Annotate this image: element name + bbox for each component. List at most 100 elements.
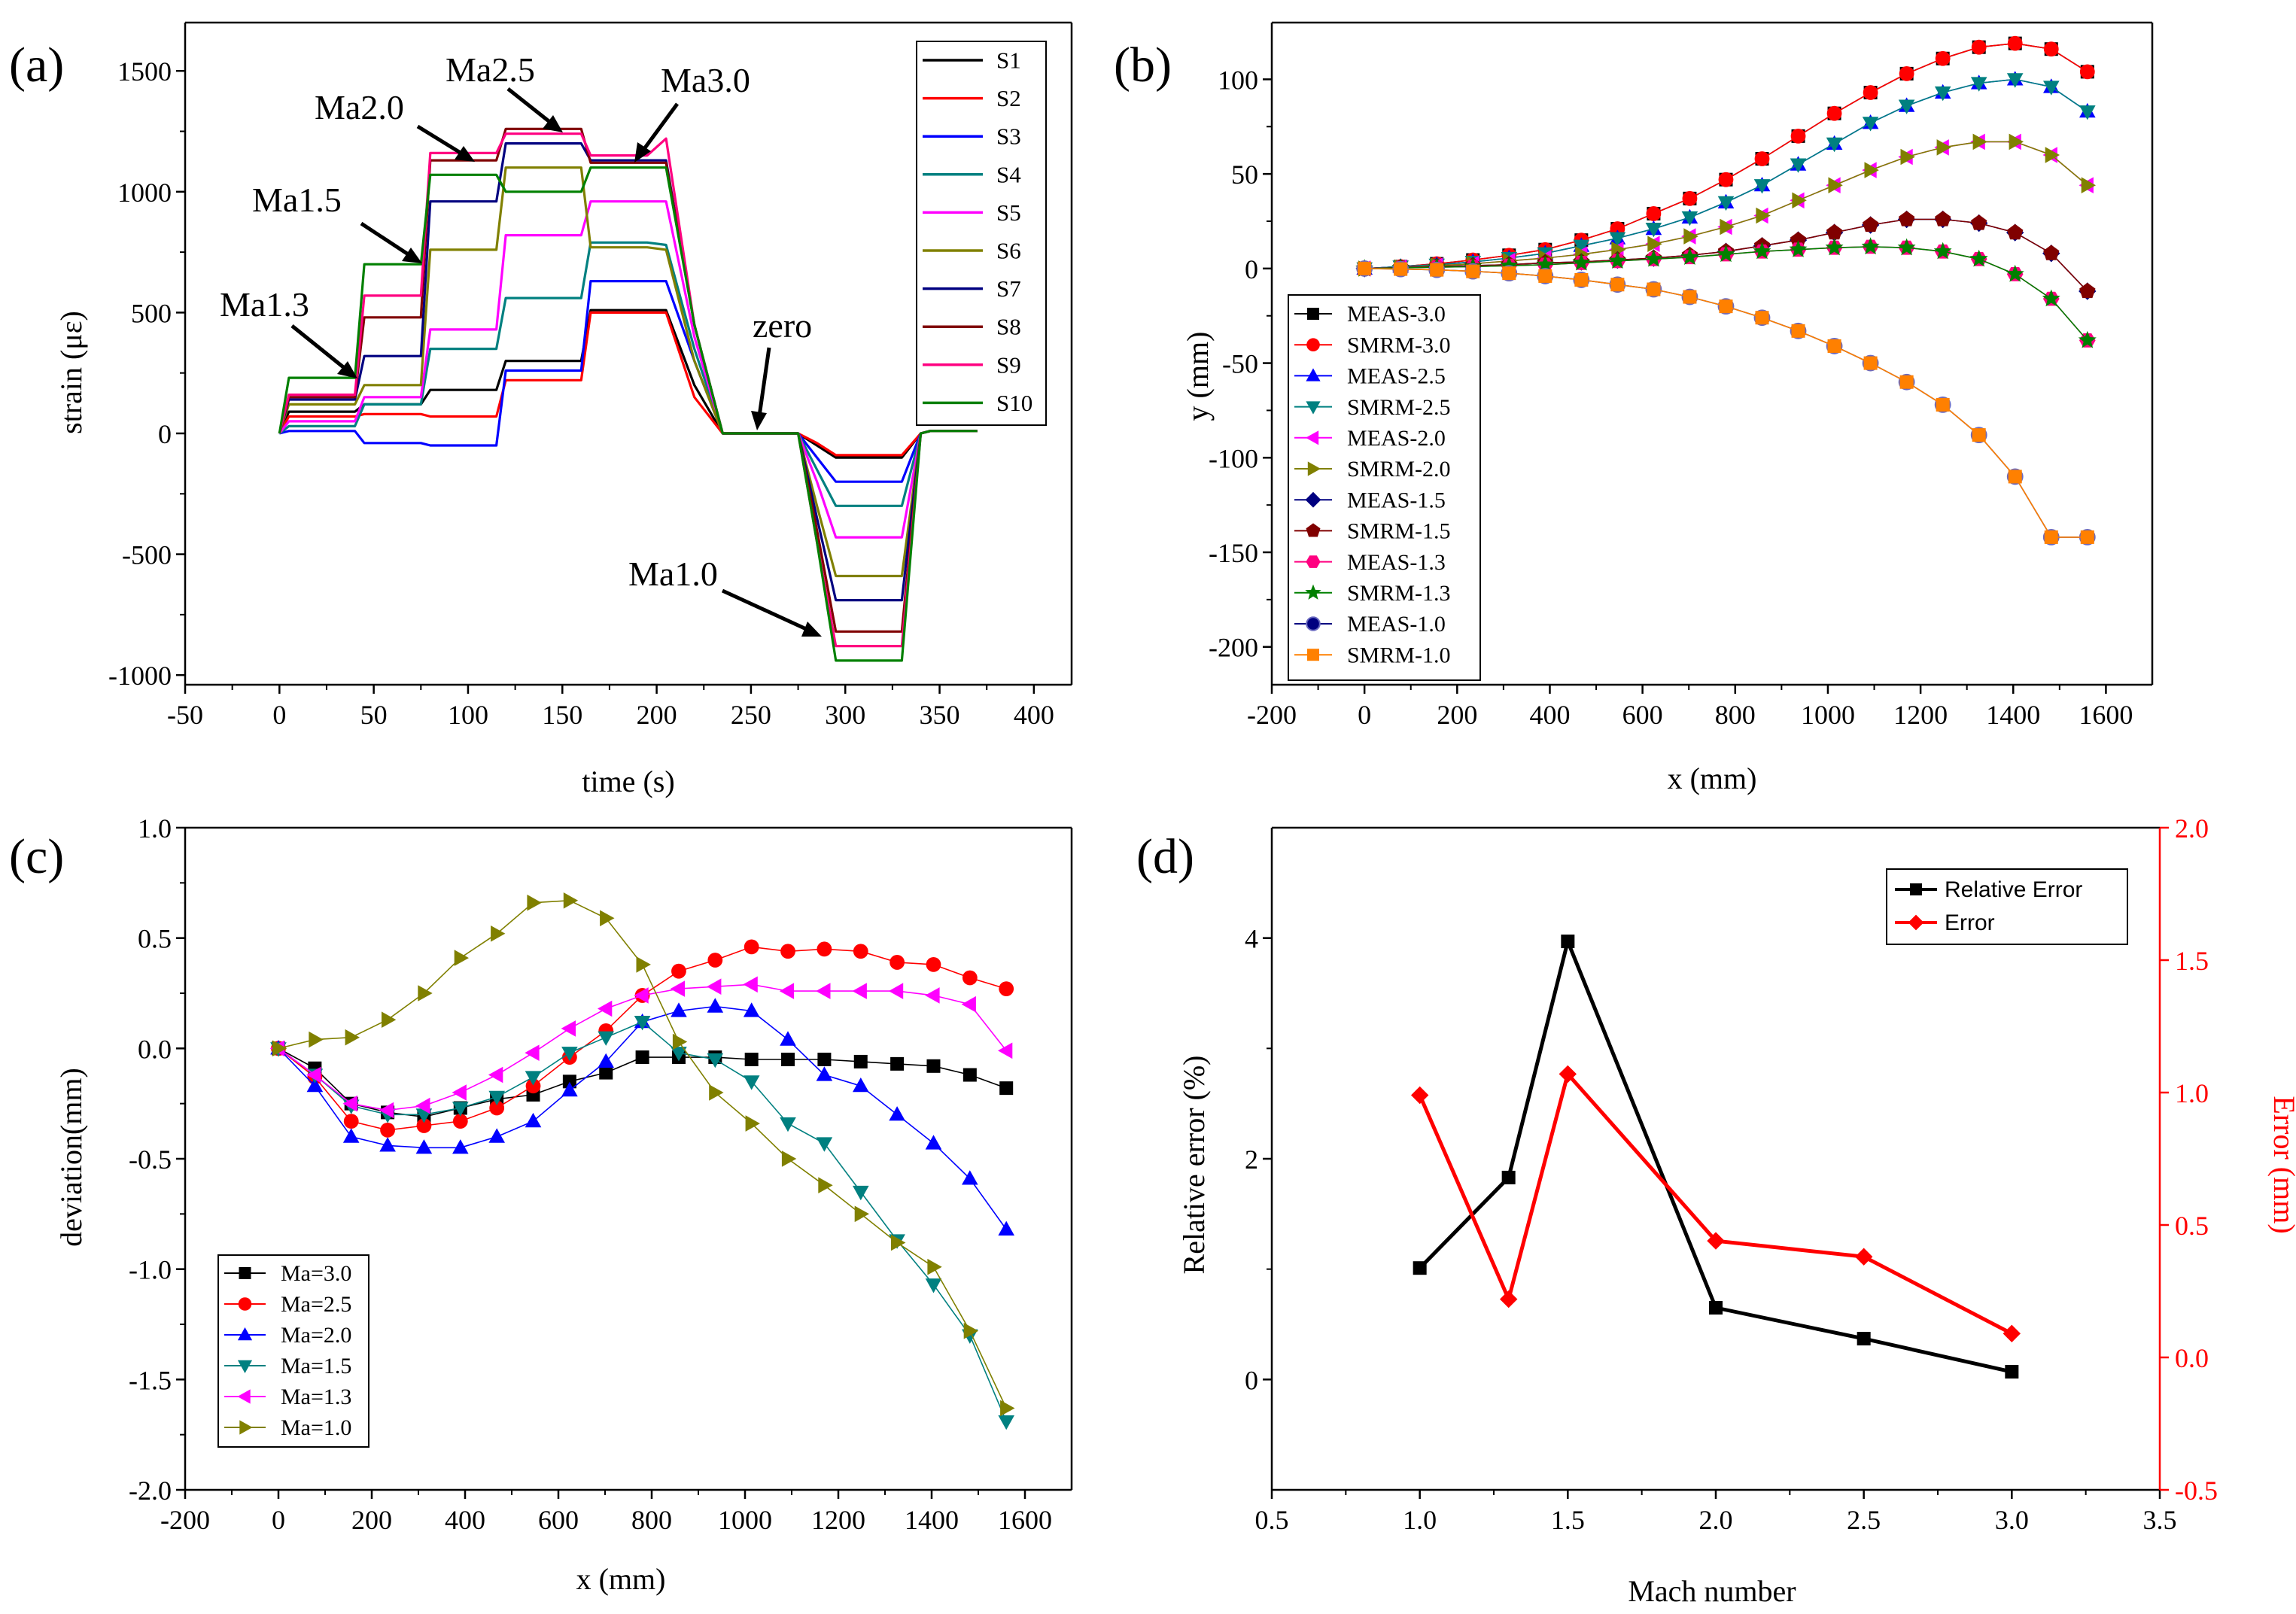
data-point-ma-3-0	[926, 1059, 941, 1073]
x-tick-label-c: 800	[631, 1505, 672, 1535]
series-line-ma-1-5	[278, 1021, 1007, 1422]
data-point-smrm-1-3	[1500, 256, 1519, 274]
data-point-ma-2-0	[962, 1170, 978, 1185]
y-tick-label-c: 1.0	[138, 813, 172, 843]
data-point-smrm-1-3	[1789, 240, 1808, 257]
legend-label-meas-1-3: MEAS-1.3	[1347, 550, 1446, 575]
series-line-s5	[278, 200, 978, 539]
panel-d: (d) 0.5 1.0 1.5 2.0 2.5 3.0 3.5 0 2 4 -0.5 0.0 0.5 1.…	[1136, 813, 2296, 1608]
y-axis-label-b: y (mm)	[1181, 332, 1215, 421]
panel-a: (a) -50 0 50 100 150 200 250 300 350 400-1000-500…	[9, 21, 1073, 798]
legend-label-ma-1-3: Ma=1.3	[281, 1385, 351, 1409]
series-line-s3	[278, 280, 978, 483]
x-tick-label-b: 400	[1529, 700, 1570, 730]
data-point-smrm-1-3	[1680, 248, 1699, 265]
legend-marker-c	[237, 1327, 253, 1341]
data-point-smrm-1-0	[1827, 339, 1841, 353]
data-point-ma-2-0	[816, 1066, 833, 1081]
series-line-ma-1-0	[278, 899, 1007, 1409]
data-point-smrm-3-0	[2079, 64, 2095, 80]
legend-label-s1: S1	[996, 47, 1021, 74]
legend-label-s4: S4	[996, 161, 1021, 187]
data-point-smrm-1-5	[2079, 282, 2096, 299]
x-tick-label-c: 1600	[998, 1505, 1052, 1535]
data-point-ma-1-3	[561, 1020, 576, 1037]
data-point-ma-2-0	[488, 1128, 505, 1143]
data-point-smrm-3-0	[1899, 65, 1914, 81]
legend-c: Ma=3.0 Ma=2.5 Ma=2.0 Ma=1.5 Ma=1.3 Ma=1.0	[217, 1254, 369, 1448]
x-tick-label-a: 250	[731, 700, 771, 730]
series-line-error	[1418, 1070, 2013, 1336]
data-point-ma-1-0	[563, 892, 579, 909]
data-point-ma-1-5	[598, 1031, 614, 1046]
data-point-smrm-1-0	[1936, 397, 1950, 412]
data-point-error	[1559, 1065, 1577, 1084]
y-tick-label-a: 1000	[117, 178, 172, 208]
data-point-ma-1-0	[927, 1258, 942, 1275]
data-point-ma-1-0	[418, 985, 433, 1002]
annotation-arrow-ma1-3	[290, 324, 351, 374]
data-point-smrm-1-0	[1502, 266, 1516, 281]
data-point-smrm-1-3	[1861, 237, 1880, 255]
plot-area-b: -200 0 200 400 600 800 1000 1200 1400 1600-200-15…	[1209, 21, 2154, 730]
data-point-ma-1-3	[888, 983, 904, 999]
legend-label-s9: S9	[996, 351, 1021, 378]
data-point-ma-3-0	[999, 1081, 1014, 1096]
data-point-smrm-1-3	[1572, 253, 1591, 271]
y2-tick-label-d: 1.0	[2175, 1078, 2209, 1108]
panel-label-c: (c)	[9, 829, 64, 884]
data-point-smrm-3-0	[1646, 206, 1662, 221]
data-point-relative-error	[1501, 1170, 1516, 1184]
data-point-ma-3-0	[781, 1053, 795, 1066]
data-point-ma-3-0	[817, 1053, 832, 1066]
data-point-smrm-1-0	[1791, 324, 1805, 338]
data-point-smrm-2-5	[1717, 196, 1735, 211]
x-tick-label-c: 200	[351, 1505, 392, 1535]
plot-area-a: -50 0 50 100 150 200 250 300 350 400-1000-5000500…	[108, 21, 1073, 730]
data-point-ma-1-5	[743, 1075, 760, 1090]
data-point-ma-1-3	[379, 1102, 394, 1119]
legend-label-ma-2-0: Ma=2.0	[281, 1323, 351, 1348]
y-tick-label-c: 0.5	[138, 924, 172, 954]
legend-label-smrm-1-0: SMRM-1.0	[1347, 643, 1451, 667]
data-point-ma-1-0	[636, 956, 651, 973]
data-point-ma-1-0	[781, 1150, 797, 1167]
data-point-ma-2-0	[342, 1128, 360, 1143]
data-point-ma-1-0	[963, 1323, 979, 1339]
data-point-smrm-1-5	[1826, 223, 1843, 240]
legend-label-s8: S8	[996, 314, 1021, 340]
data-point-smrm-1-0	[1466, 264, 1480, 278]
y-tick-label-d: 4	[1245, 924, 1258, 954]
data-point-smrm-2-0	[1936, 139, 1951, 156]
legend-marker-d	[1910, 883, 1922, 895]
data-point-smrm-1-0	[2008, 470, 2022, 484]
x-tick-label-b: 200	[1437, 700, 1477, 730]
data-point-ma-2-0	[925, 1135, 942, 1150]
legend-marker-c	[237, 1360, 253, 1373]
y-tick-label-b: -200	[1209, 633, 1258, 663]
data-point-relative-error	[1857, 1332, 1871, 1346]
panel-label-a: (a)	[9, 38, 64, 93]
data-point-ma-1-0	[454, 950, 469, 966]
data-point-ma-1-3	[779, 983, 795, 999]
data-point-ma-3-0	[890, 1056, 905, 1071]
y-tick-label-c: -0.5	[129, 1144, 172, 1175]
data-point-ma-1-5	[452, 1102, 469, 1117]
series-line-ma-2-5	[278, 946, 1007, 1131]
data-point-ma-1-5	[561, 1047, 578, 1062]
data-point-smrm-1-0	[1683, 290, 1697, 304]
annotation-arrowhead-ma1-0	[801, 622, 822, 637]
x-tick-label-c: 1200	[811, 1505, 865, 1535]
data-point-smrm-2-5	[1826, 137, 1843, 153]
legend-marker-c	[238, 1297, 252, 1311]
data-point-smrm-2-0	[1864, 162, 1879, 178]
data-point-ma-1-5	[780, 1117, 796, 1132]
y2-tick-label-d: 0.5	[2175, 1211, 2209, 1241]
data-point-ma-1-0	[272, 1040, 287, 1057]
data-point-smrm-1-0	[1538, 269, 1552, 283]
y-axis-label-d: Relative error (%)	[1177, 1056, 1211, 1275]
legend-label-meas-2-5: MEAS-2.5	[1347, 364, 1446, 389]
data-point-ma-1-0	[709, 1084, 724, 1101]
data-point-smrm-3-0	[1971, 39, 1987, 55]
data-point-ma-1-3	[925, 987, 940, 1004]
